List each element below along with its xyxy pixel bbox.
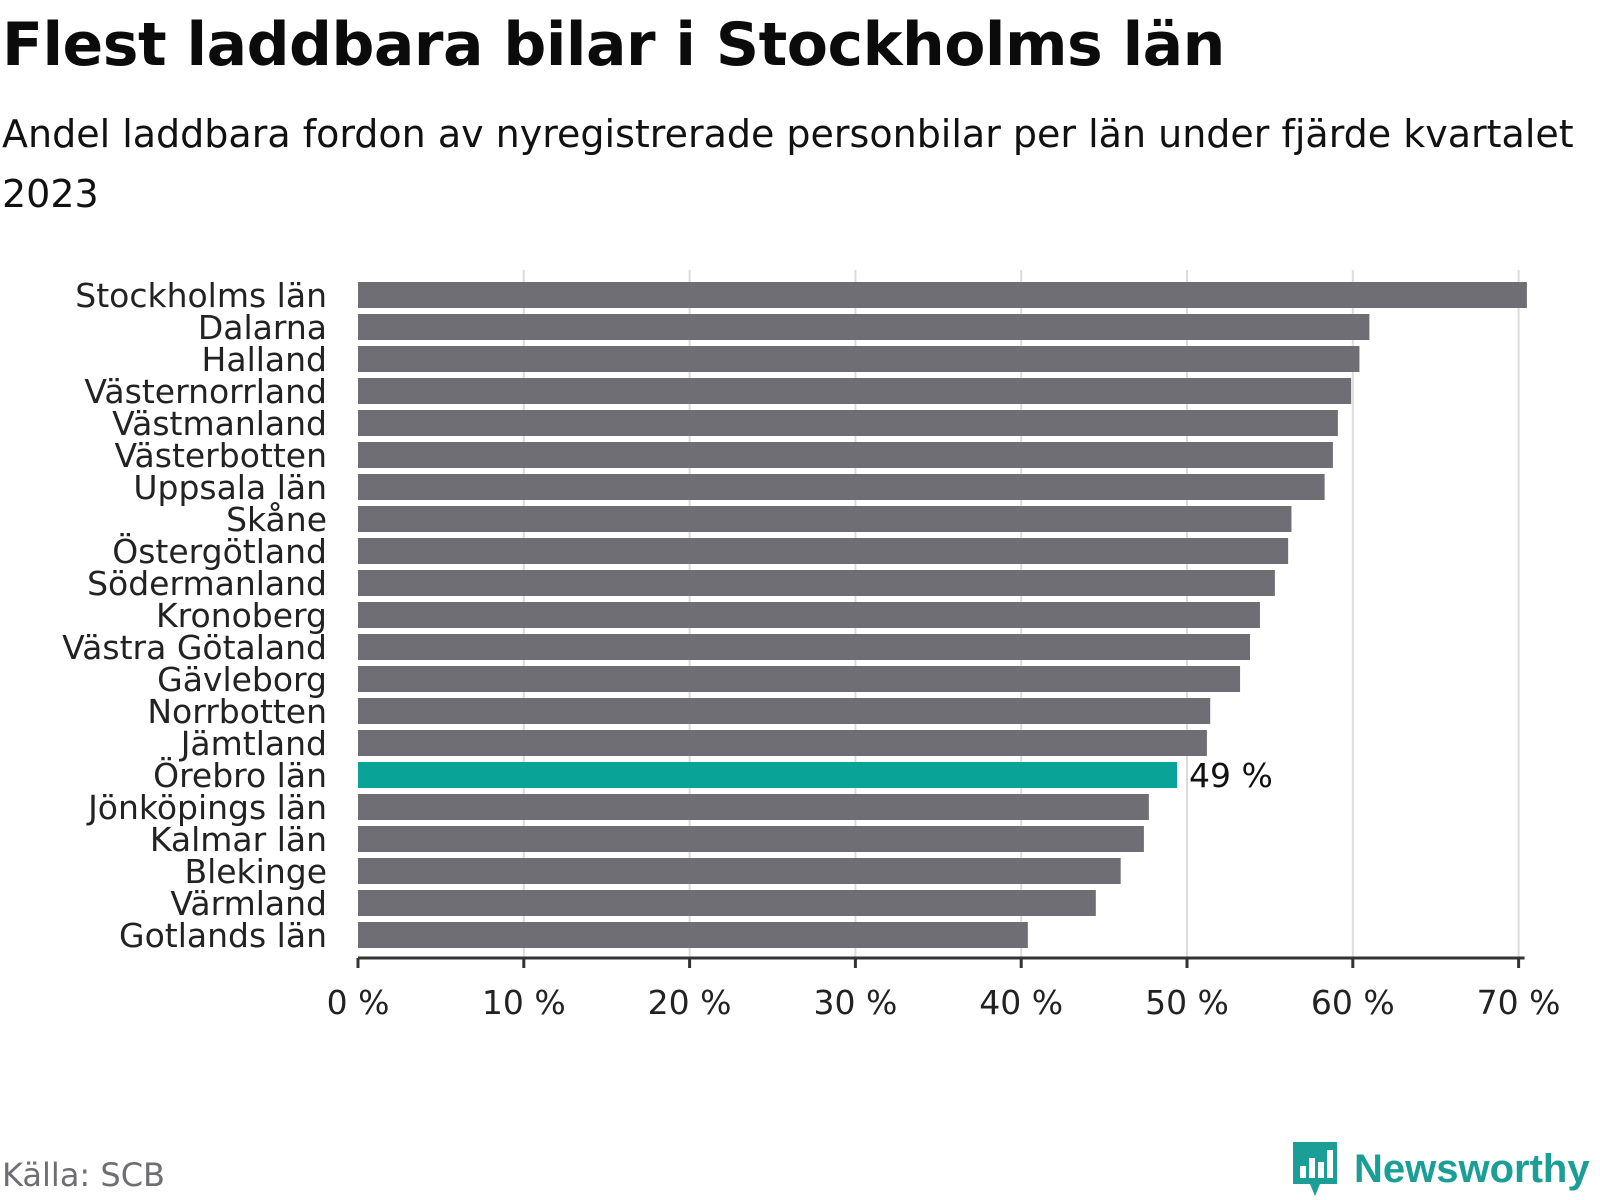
bars	[358, 282, 1527, 948]
bar	[358, 538, 1289, 564]
category-label: Östergötland	[112, 531, 327, 571]
bar	[358, 634, 1251, 660]
x-tick-label: 30 %	[813, 983, 897, 1022]
bar	[358, 282, 1527, 308]
bar	[358, 794, 1149, 820]
category-label: Skåne	[226, 500, 327, 539]
bar	[358, 698, 1211, 724]
category-label: Västernorrland	[84, 372, 327, 411]
chart-title: Flest laddbara bilar i Stockholms län	[2, 10, 1225, 80]
bar	[358, 474, 1325, 500]
category-label: Norrbotten	[147, 692, 327, 731]
chart-subtitle: Andel laddbara fordon av nyregistrerade …	[2, 112, 1574, 216]
bar	[358, 730, 1207, 756]
category-label: Stockholms län	[75, 276, 327, 315]
category-label: Värmland	[170, 884, 327, 923]
highlight-value-label: 49 %	[1189, 756, 1273, 795]
category-label: Kalmar län	[150, 820, 327, 859]
x-tick-label: 10 %	[482, 983, 566, 1022]
category-label: Västra Götaland	[62, 628, 327, 667]
category-label: Uppsala län	[133, 468, 327, 507]
x-tick-label: 50 %	[1145, 983, 1229, 1022]
x-tick-label: 60 %	[1311, 983, 1395, 1022]
category-label: Halland	[202, 340, 327, 379]
category-label: Blekinge	[184, 852, 327, 891]
bar-chart: Stockholms länDalarnaHallandVästernorrla…	[62, 270, 1561, 1022]
x-tick-label: 70 %	[1477, 983, 1561, 1022]
x-tick-label: 40 %	[979, 983, 1063, 1022]
bar	[358, 410, 1338, 436]
category-label: Jämtland	[179, 724, 327, 763]
x-tick-label: 0 %	[327, 983, 390, 1022]
bar	[358, 922, 1028, 948]
category-label: Gotlands län	[119, 916, 327, 955]
category-label: Dalarna	[198, 308, 327, 347]
bar	[358, 314, 1370, 340]
category-label: Kronoberg	[156, 596, 327, 635]
bar-chart-speech-bubble-icon	[1293, 1142, 1337, 1196]
category-label: Västmanland	[112, 404, 327, 443]
bar	[358, 506, 1292, 532]
bar	[358, 602, 1260, 628]
bar	[358, 570, 1275, 596]
x-axis: 0 % 10 % 20 % 30 % 40 % 50 % 60 % 70 %	[327, 956, 1561, 1022]
category-labels: Stockholms länDalarnaHallandVästernorrla…	[62, 276, 327, 955]
category-label: Södermanland	[87, 564, 327, 603]
bar	[358, 346, 1360, 372]
x-tick-label: 20 %	[648, 983, 732, 1022]
bar	[358, 378, 1352, 404]
category-label: Gävleborg	[157, 660, 327, 699]
bar	[358, 666, 1241, 692]
brand-name: Newsworthy	[1354, 1146, 1590, 1191]
annotations: 49 %	[1189, 756, 1273, 795]
bar	[358, 762, 1178, 788]
category-label: Jönköpings län	[86, 788, 327, 827]
bar	[358, 826, 1144, 852]
brand-logo: Newsworthy	[1290, 1140, 1590, 1198]
category-label: Örebro län	[153, 755, 327, 795]
bar	[358, 858, 1121, 884]
bar	[358, 442, 1333, 468]
bar	[358, 890, 1096, 916]
category-label: Västerbotten	[115, 436, 327, 475]
source-note: Källa: SCB	[2, 1156, 165, 1194]
